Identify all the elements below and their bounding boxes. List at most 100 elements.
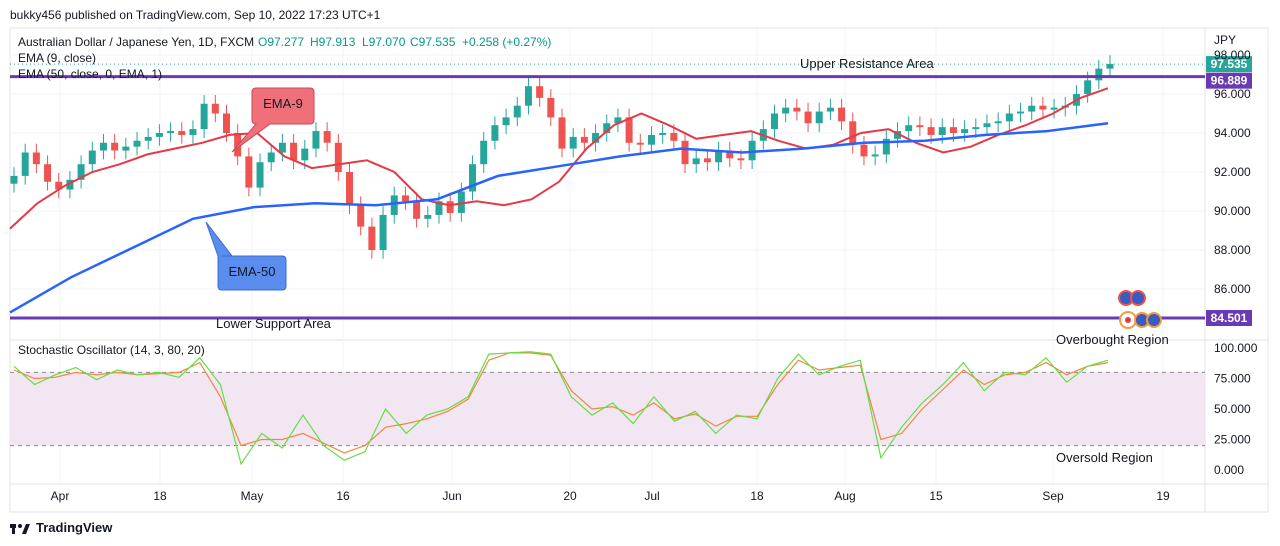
time-tick-label: Jul [644, 489, 659, 503]
candle-body [88, 150, 96, 165]
upper-level-badge-bg [1206, 72, 1252, 89]
price-tick-label: 98.000 [1214, 48, 1251, 62]
time-tick-label: Jun [442, 489, 461, 503]
candle-body [435, 201, 443, 215]
last-price-badge: 97.535 [1211, 57, 1248, 71]
candle-body [547, 97, 555, 118]
ema-layer [9, 87, 1109, 314]
last-price-badge-bg [1206, 56, 1252, 73]
ema50-line [9, 122, 1109, 314]
time-tick-label: 18 [153, 489, 167, 503]
candle-body [413, 201, 421, 219]
time-tick-label: 15 [929, 489, 943, 503]
candles-layer [10, 55, 1114, 259]
legend-close: C97.535 [410, 35, 456, 49]
candle-body [916, 125, 924, 128]
candle-body [536, 86, 544, 98]
candle-body [301, 148, 309, 161]
stoch-band [10, 371, 1205, 447]
candle-body [502, 117, 510, 126]
candle-body [155, 133, 163, 137]
price-tick-label: 94.000 [1214, 126, 1251, 140]
stoch-title: Stochastic Oscillator (14, 3, 80, 20) [18, 343, 205, 357]
candle-body [804, 111, 812, 124]
time-tick-label: 18 [750, 489, 764, 503]
ema9-line [9, 87, 1109, 230]
candle-body [1106, 64, 1114, 69]
time-tick-label: 20 [563, 489, 577, 503]
levels-layer: 97.535 96.889 84.501 [10, 56, 1252, 326]
ema9-callout-label: EMA-9 [263, 96, 303, 111]
stoch-tick-label: 75.000 [1214, 372, 1251, 386]
candle-body [871, 154, 879, 157]
candle-body [222, 113, 230, 133]
candle-body [737, 158, 745, 161]
stoch-tick-label: 0.000 [1214, 463, 1244, 477]
candle-body [949, 127, 957, 133]
candle-body [1028, 105, 1036, 112]
published-header: bukky456 published on TradingView.com, S… [10, 8, 381, 22]
currency-flag-icons [1118, 290, 1162, 329]
time-tick-label: Apr [51, 489, 70, 503]
candle-body [592, 133, 600, 143]
tradingview-logo-icon [10, 523, 30, 534]
upper-resistance-label: Upper Resistance Area [800, 56, 934, 71]
candle-body [144, 136, 152, 141]
candle-body [480, 140, 488, 165]
candle-body [44, 164, 52, 182]
candle-body [167, 131, 175, 133]
footer: TradingView [10, 520, 112, 535]
candle-body [569, 136, 577, 149]
candle-body [782, 107, 790, 114]
stoch-layer [13, 351, 1109, 466]
candle-body [491, 125, 499, 141]
stoch-tick-label: 25.000 [1214, 433, 1251, 447]
price-tick-label: 92.000 [1214, 165, 1251, 179]
candle-body [659, 133, 667, 135]
axis-labels: 98.000 96.000 94.000 92.000 90.000 88.000 86.0… [51, 48, 1258, 503]
candle-body [703, 158, 711, 163]
candle-body [938, 127, 946, 135]
stoch-tick-label: 100.000 [1214, 341, 1258, 355]
candle-body [580, 136, 588, 143]
currency-label: JPY [1214, 33, 1236, 47]
candle-body [211, 103, 219, 114]
candle-body [972, 127, 980, 130]
oversold-label: Oversold Region [1056, 450, 1153, 465]
candle-body [446, 201, 454, 213]
candle-body [558, 117, 566, 149]
candle-body [278, 142, 286, 153]
candle-body [770, 113, 778, 130]
candle-body [647, 134, 655, 145]
candle-body [625, 117, 633, 143]
candle-body [189, 129, 197, 135]
candle-body [55, 181, 63, 190]
candle-body [323, 131, 331, 143]
candle-body [334, 142, 342, 172]
candle-body [178, 131, 186, 135]
candle-body [524, 86, 532, 106]
candle-body [715, 150, 723, 163]
candle-body [390, 195, 398, 215]
price-tick-label: 96.000 [1214, 87, 1251, 101]
candle-body [1084, 80, 1092, 94]
candle-body [469, 164, 477, 192]
candle-body [312, 131, 320, 149]
candle-body [357, 205, 365, 227]
price-tick-label: 86.000 [1214, 282, 1251, 296]
stoch-d-line [13, 352, 1109, 454]
candle-body [256, 162, 264, 188]
legend-ema9: EMA (9, close) [18, 51, 96, 65]
candle-body [513, 105, 521, 118]
candle-body [670, 133, 678, 141]
candle-body [1095, 68, 1103, 81]
legend-low: L97.070 [362, 35, 406, 49]
time-tick-label: 16 [336, 489, 350, 503]
ema50-callout: EMA-50 [205, 221, 287, 291]
candle-body [603, 123, 611, 133]
legend-high: H97.913 [310, 35, 356, 49]
candle-body [21, 152, 29, 176]
candle-body [692, 158, 700, 165]
upper-level-badge: 96.889 [1211, 74, 1248, 88]
footer-brand[interactable]: TradingView [36, 520, 113, 535]
